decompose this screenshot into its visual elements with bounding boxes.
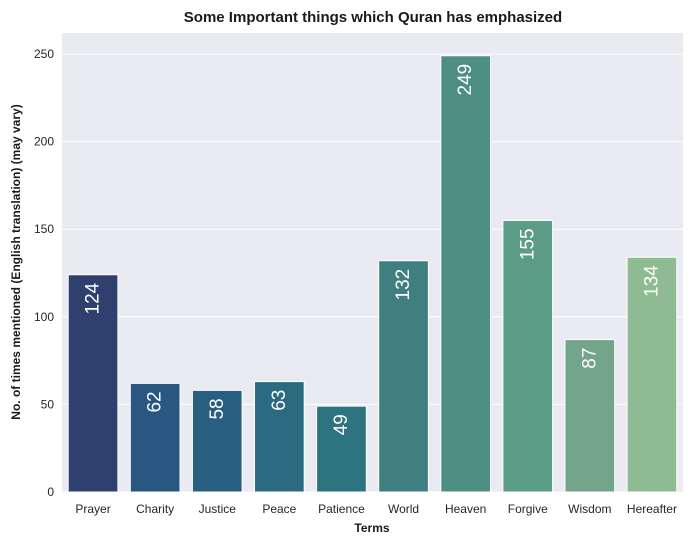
x-axis-label: Terms: [354, 521, 389, 535]
data-label-world: 132: [393, 269, 414, 301]
data-label-peace: 63: [269, 390, 290, 411]
bar-world: [378, 260, 429, 493]
bar-patience: [316, 405, 367, 493]
y-tick-labels: 0 50 100 150 200 250: [34, 47, 54, 499]
y-axis-label: No. of times mentioned (English translat…: [9, 104, 23, 419]
y-tick-label: 0: [47, 485, 54, 499]
x-tick-label-hereafter: Hereafter: [627, 502, 677, 516]
x-tick-label-heaven: Heaven: [445, 502, 486, 516]
y-tick-label: 50: [41, 397, 55, 411]
bar-justice: [191, 389, 243, 493]
bars: [67, 55, 678, 493]
data-label-charity: 62: [145, 391, 166, 412]
x-tick-label-charity: Charity: [136, 502, 174, 516]
x-tick-labels: Prayer Charity Justice Peace Patience World He…: [75, 502, 677, 516]
data-label-hereafter: 134: [641, 265, 662, 297]
y-tick-label: 250: [34, 47, 54, 61]
y-tick-label: 100: [34, 310, 54, 324]
data-label-heaven: 249: [455, 64, 476, 96]
x-tick-label-wisdom: Wisdom: [568, 502, 611, 516]
y-tick-label: 150: [34, 222, 54, 236]
bar-charity: [129, 382, 181, 493]
data-label-prayer: 124: [83, 282, 104, 314]
y-tick-label: 200: [34, 135, 54, 149]
data-labels: 124 62 58 63 49 132 249 155 87 134: [83, 64, 663, 436]
chart-title: Some Important things which Quran has em…: [184, 9, 562, 26]
x-tick-label-justice: Justice: [199, 502, 237, 516]
data-label-wisdom: 87: [579, 348, 600, 369]
bar-hereafter: [626, 256, 678, 493]
x-tick-label-forgive: Forgive: [508, 502, 548, 516]
bar-peace: [254, 381, 305, 493]
bar-heaven: [440, 55, 491, 493]
data-label-justice: 58: [207, 398, 228, 419]
x-tick-label-prayer: Prayer: [75, 502, 110, 516]
x-tick-label-world: World: [388, 502, 419, 516]
bar-prayer: [67, 274, 119, 493]
bar-forgive: [502, 219, 554, 493]
x-tick-label-patience: Patience: [318, 502, 365, 516]
data-label-forgive: 155: [517, 228, 538, 260]
data-label-patience: 49: [331, 414, 352, 435]
x-tick-label-peace: Peace: [262, 502, 296, 516]
bar-wisdom: [564, 339, 616, 493]
